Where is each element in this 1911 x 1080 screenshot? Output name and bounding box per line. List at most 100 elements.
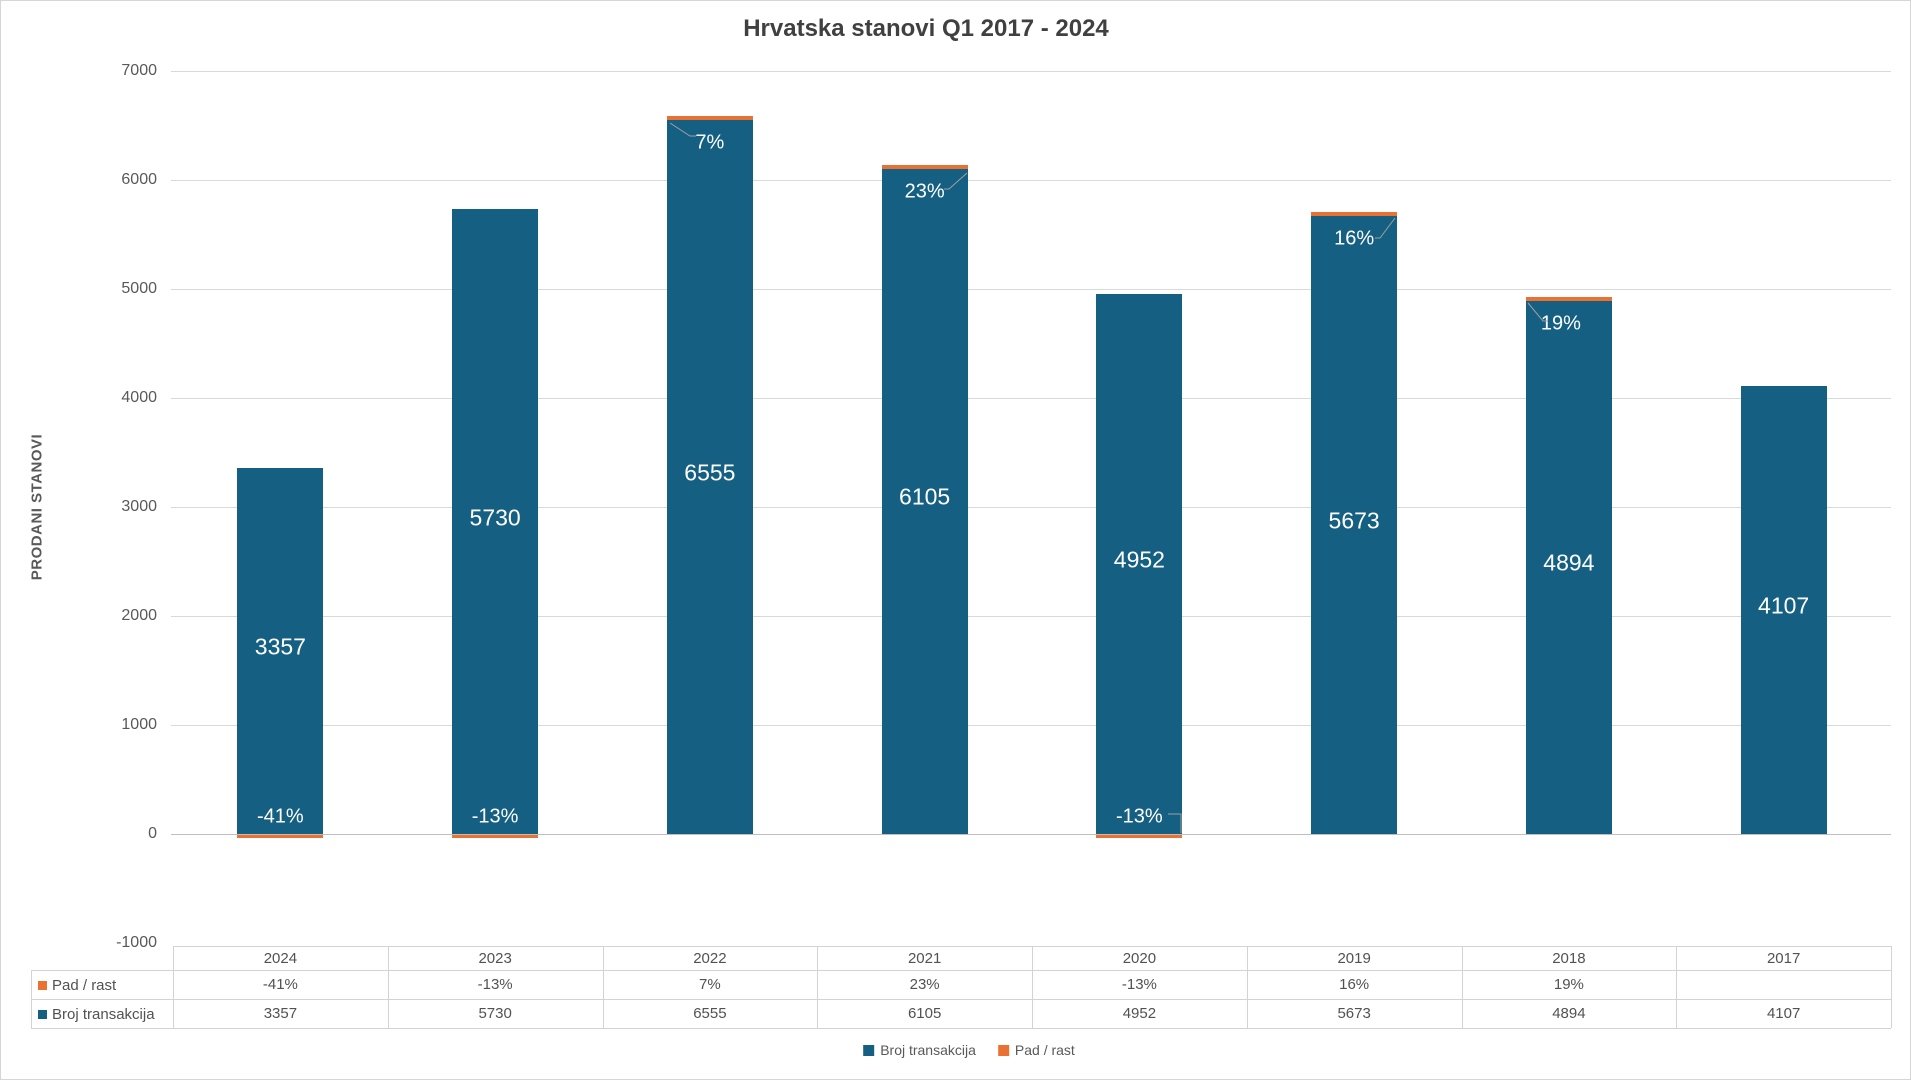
table-col-border-4 (1032, 946, 1033, 1028)
bar-value-label-2023: 5730 (469, 504, 521, 531)
table-header-2017: 2017 (1766, 950, 1801, 967)
gridline-7000 (171, 71, 1891, 72)
y-tick-label-4000: 4000 (121, 389, 157, 406)
legend-label: Broj transakcija (880, 1042, 976, 1058)
table-cell-2019-r1: 5673 (1337, 1005, 1371, 1022)
gridline-5000 (171, 289, 1891, 290)
bar-value-label-2018: 4894 (1543, 549, 1595, 576)
table-cell-2017-r0 (1676, 971, 1891, 999)
table-header-2021: 2021 (907, 950, 942, 967)
gridline-6000 (171, 180, 1891, 181)
table-row-label-text: Pad / rast (52, 976, 117, 994)
pct-label-2018: 19% (1540, 312, 1581, 335)
legend-swatch (863, 1044, 875, 1056)
bar-2017[interactable] (1740, 386, 1827, 834)
bar-2023[interactable] (452, 209, 539, 834)
pct-label-2019: 16% (1334, 227, 1375, 250)
pct-label-2021: 23% (904, 180, 945, 203)
table-cell-2018-r1: 4894 (1552, 1005, 1586, 1022)
pad-rast-marker-2024[interactable] (237, 835, 324, 838)
table-header-2024: 2024 (263, 950, 298, 967)
pad-rast-marker-2019[interactable] (1311, 211, 1398, 216)
table-cell-2018-r0: 19% (1553, 976, 1584, 993)
gridline-4000 (171, 398, 1891, 399)
bar-value-label-2020: 4952 (1113, 546, 1165, 573)
gridline-1000 (171, 725, 1891, 726)
bar-2019[interactable] (1311, 215, 1398, 834)
gridline-3000 (171, 507, 1891, 508)
table-row-label-text: Broj transakcija (52, 1005, 155, 1023)
y-tick-label-7000: 7000 (121, 62, 157, 79)
table-cell-2023-r1: 5730 (478, 1005, 512, 1022)
bar-value-label-2024: 3357 (254, 633, 306, 660)
chart-title: Hrvatska stanovi Q1 2017 - 2024 (743, 15, 1109, 42)
table-cell-2022-r0: 7% (699, 976, 721, 993)
y-tick-label--1000: -1000 (116, 934, 157, 951)
table-cell-2020-r1: 4952 (1122, 1005, 1157, 1022)
gridline-2000 (171, 616, 1891, 617)
table-row-border-1 (31, 999, 1891, 1000)
chart-legend: Broj transakcija Pad / rast (863, 1042, 1075, 1058)
bar-2021[interactable] (881, 168, 968, 834)
gridline-0 (171, 834, 1891, 835)
table-cell-2022-r1: 6555 (693, 1005, 727, 1022)
table-header-2018: 2018 (1552, 950, 1586, 967)
pad-rast-marker-2020[interactable] (1096, 835, 1183, 838)
pct-label-2020: -13% (1116, 805, 1163, 828)
pad-rast-marker-2023[interactable] (452, 835, 539, 838)
table-col-border-0 (173, 946, 174, 1028)
table-row-border-2 (31, 1028, 1891, 1029)
bar-2018[interactable] (1525, 300, 1612, 834)
table-cell-2024-r1: 3357 (263, 1005, 298, 1022)
y-tick-label-6000: 6000 (121, 171, 157, 188)
legend-item-broj-transakcija[interactable]: Broj transakcija (863, 1042, 976, 1058)
table-cell-2019-r0: 16% (1339, 976, 1370, 993)
table-row-label-pad-rast: Pad / rast (38, 971, 116, 999)
y-axis-title: PRODANI STANOVI (28, 433, 46, 581)
table-col-border-6 (1462, 946, 1463, 1028)
pad-rast-marker-2022[interactable] (666, 115, 753, 120)
table-header-2020: 2020 (1122, 950, 1157, 967)
legend-item-pad-rast[interactable]: Pad / rast (997, 1042, 1075, 1058)
pad-rast-marker-2021[interactable] (881, 164, 968, 169)
y-tick-label-1000: 1000 (121, 716, 157, 733)
y-tick-label-3000: 3000 (121, 498, 157, 515)
pct-label-2024: -41% (257, 805, 304, 828)
table-col-border-1 (388, 946, 389, 1028)
y-tick-label-5000: 5000 (121, 280, 157, 297)
bar-value-label-2017: 4107 (1758, 592, 1810, 619)
table-cell-2021-r0: 23% (909, 976, 940, 993)
table-cell-2023-r0: -13% (477, 976, 513, 993)
bar-value-label-2019: 5673 (1328, 507, 1380, 534)
pct-label-2022: 7% (695, 131, 725, 153)
pad-rast-marker-2018[interactable] (1525, 296, 1612, 301)
pct-label-2023: -13% (471, 805, 519, 828)
table-row-swatch (38, 1009, 47, 1019)
table-row-border-0 (31, 970, 1891, 971)
table-col-border-5 (1247, 946, 1248, 1028)
bar-value-label-2021: 6105 (899, 483, 951, 510)
table-row-swatch (38, 980, 47, 990)
table-cell-2020-r0: -13% (1121, 976, 1157, 993)
table-header-2023: 2023 (478, 950, 512, 967)
table-col-border-3 (817, 946, 818, 1028)
legend-label: Pad / rast (1014, 1042, 1075, 1058)
table-border-left (31, 970, 32, 1028)
y-tick-label-0: 0 (148, 825, 157, 842)
table-header-2019: 2019 (1337, 950, 1371, 967)
table-col-border-8 (1891, 946, 1892, 1028)
table-cell-2021-r1: 6105 (907, 1005, 942, 1022)
table-col-border-7 (1676, 946, 1677, 1028)
bar-2020[interactable] (1096, 294, 1183, 834)
legend-swatch (997, 1044, 1009, 1056)
y-tick-label-2000: 2000 (121, 607, 157, 624)
table-row-label-broj-transakcija: Broj transakcija (38, 1000, 155, 1028)
table-header-2022: 2022 (693, 950, 727, 967)
bar-value-label-2022: 6555 (684, 459, 736, 486)
table-col-border-2 (603, 946, 604, 1028)
bar-2022[interactable] (666, 119, 753, 834)
bar-2024[interactable] (237, 468, 324, 834)
table-cell-2024-r0: -41% (262, 976, 298, 993)
table-cell-2017-r1: 4107 (1766, 1005, 1801, 1022)
